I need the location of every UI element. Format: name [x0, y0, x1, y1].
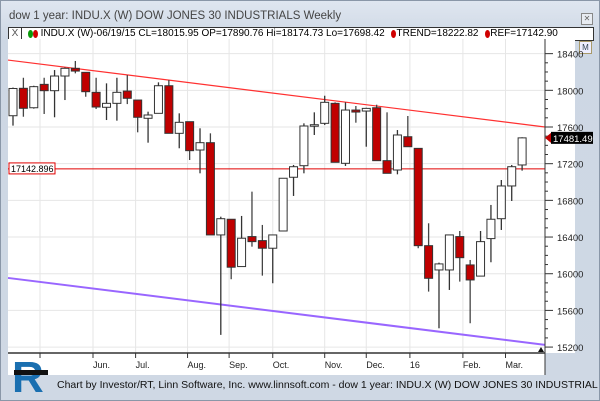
- x-tick-label: Dec.: [366, 360, 385, 370]
- trend-line: [7, 59, 546, 128]
- candle-up: [143, 114, 153, 119]
- candle-up: [195, 142, 205, 151]
- m-button[interactable]: M: [579, 41, 592, 54]
- candle-down: [413, 147, 423, 247]
- x-tick-label: Aug.: [188, 360, 207, 370]
- last-price-box: [551, 131, 593, 144]
- candle-down: [465, 264, 475, 281]
- candle-down: [39, 83, 49, 92]
- candle-down: [455, 236, 465, 259]
- candle-down: [424, 245, 434, 279]
- y-tick-label: 15200: [557, 343, 583, 354]
- candle-up: [392, 134, 402, 171]
- close-icon[interactable]: ✕: [581, 13, 593, 25]
- candle-up: [268, 234, 278, 249]
- candle-down: [382, 160, 392, 174]
- candle-up: [278, 177, 288, 232]
- trend-value: TREND=18222.82: [396, 28, 479, 39]
- y-tick-label: 16000: [557, 270, 583, 281]
- y-tick-label: 16800: [557, 196, 583, 207]
- y-tick-label: 15600: [557, 306, 583, 317]
- candle-down: [226, 218, 236, 268]
- down-dot-icon: [32, 30, 38, 38]
- chart-footer: Chart by Investor/RT, Linn Software, Inc…: [57, 379, 598, 391]
- y-tick-label: 18400: [557, 50, 583, 61]
- candle-up: [237, 237, 247, 268]
- x-tick-label: Mar.: [505, 360, 523, 370]
- ref-label: 17142.896: [11, 164, 54, 174]
- candle-down: [403, 136, 413, 148]
- x-tick-label: Nov.: [325, 360, 343, 370]
- candle-down: [91, 91, 101, 108]
- candle-up: [444, 234, 454, 271]
- infobar-close-button[interactable]: X: [9, 28, 22, 40]
- price-axis-area: [545, 39, 575, 353]
- candle-up: [299, 125, 309, 167]
- candle-down: [70, 67, 80, 72]
- candle-up: [507, 166, 517, 187]
- last-price-label: 17481.49: [553, 134, 593, 145]
- x-tick-label: Jun.: [93, 360, 110, 370]
- candle-up: [476, 241, 486, 277]
- candle-up: [174, 121, 184, 134]
- x-tick-label: Sep.: [229, 360, 248, 370]
- candle-up: [102, 102, 112, 108]
- candle-up: [320, 101, 330, 124]
- y-tick-label: 17600: [557, 123, 583, 134]
- scroll-marker-icon: [538, 347, 544, 352]
- ref-label-box: [8, 162, 56, 175]
- x-tick-label: Oct.: [273, 360, 290, 370]
- candle-up: [289, 166, 299, 178]
- y-tick-label: 17200: [557, 160, 583, 171]
- candle-up: [112, 91, 122, 104]
- candle-up: [216, 218, 226, 236]
- candle-up: [8, 87, 18, 117]
- candle-up: [496, 185, 506, 220]
- candle-down: [18, 87, 28, 109]
- candle-down: [185, 121, 195, 152]
- candle-up: [29, 86, 39, 109]
- last-price-marker: [545, 132, 551, 143]
- candle-down: [257, 240, 267, 249]
- candle-down: [205, 142, 215, 236]
- candle-up: [309, 124, 319, 127]
- candle-down: [372, 107, 382, 162]
- candle-down: [164, 85, 174, 134]
- y-tick-label: 16400: [557, 233, 583, 244]
- candle-down: [351, 109, 361, 113]
- candle-up: [434, 263, 444, 271]
- logo-letter: R: [12, 353, 44, 401]
- x-tick-label: Jul.: [136, 360, 150, 370]
- candle-up: [60, 67, 70, 77]
- logo-bar: [14, 370, 48, 375]
- x-tick-label: 16: [410, 360, 420, 370]
- candle-up: [517, 137, 527, 166]
- candle-up: [50, 75, 60, 92]
- candle-up: [340, 109, 350, 164]
- up-dot-icon: [27, 30, 33, 38]
- ref-value: REF=17142.90: [490, 28, 558, 39]
- candle-down: [330, 102, 340, 163]
- plot-area: [8, 39, 545, 353]
- candle-up: [153, 85, 163, 114]
- candle-up: [486, 218, 496, 240]
- logo: R: [12, 353, 48, 401]
- candle-down: [133, 99, 143, 118]
- y-tick-label: 18000: [557, 86, 583, 97]
- ref-dot-icon: [485, 30, 491, 38]
- time-axis-area: [8, 353, 545, 375]
- channel-line: [7, 276, 546, 346]
- candle-up: [361, 107, 371, 112]
- candle-down: [81, 71, 91, 93]
- window-title: dow 1 year: INDU.X (W) DOW JONES 30 INDU…: [9, 10, 342, 22]
- bar-info-text: INDU.X (W)-06/19/15 CL=18015.95 OP=17890…: [40, 28, 385, 39]
- x-tick-label: Feb.: [463, 360, 481, 370]
- candle-down: [122, 90, 132, 99]
- candle-down: [247, 236, 257, 243]
- trend-dot-icon: [391, 30, 397, 38]
